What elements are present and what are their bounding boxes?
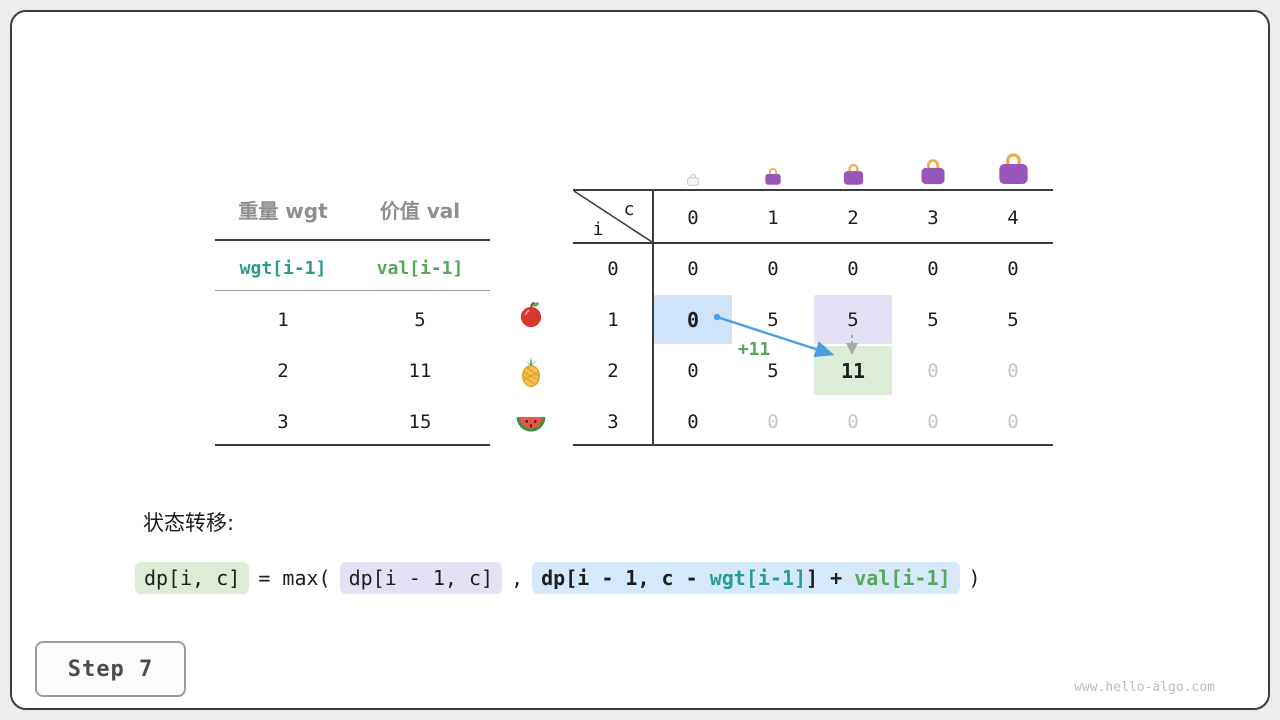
dp-cell: 0: [927, 360, 939, 382]
dp-cell: 0: [1007, 258, 1019, 280]
dp-cell: 5: [847, 309, 859, 331]
formula-option-take-val: val[i-1]: [854, 566, 951, 590]
formula-option-skip: dp[i - 1, c]: [339, 562, 503, 594]
dp-cell: 0: [927, 258, 939, 280]
dp-table-bottom-border: [573, 444, 1053, 446]
dp-row-header: 2: [607, 360, 619, 382]
watermelon-icon: [516, 417, 546, 432]
pineapple-icon-slot: [514, 355, 548, 388]
formula-equals: = max(: [258, 566, 331, 590]
bag-icon: [998, 153, 1028, 185]
item-table-wgt-formula: wgt[i-1]: [239, 258, 327, 279]
dp-arrow-annotation: +11: [737, 339, 771, 360]
dp-bag-column-1: [733, 128, 813, 186]
formula-current-cell: dp[i, c]: [135, 562, 250, 594]
transition-formula: dp[i, c] = max( dp[i - 1, c] , dp[i - 1,…: [135, 562, 981, 594]
dp-cell: 0: [687, 360, 699, 382]
apple-icon: [520, 301, 542, 327]
apple-icon-slot: [514, 297, 548, 330]
dp-cell: 11: [840, 359, 866, 383]
dp-col-header: 0: [687, 207, 699, 229]
dp-col-header: 3: [927, 207, 939, 229]
dp-cell: 0: [686, 308, 700, 332]
dp-table-header-border: [573, 242, 1053, 244]
bag-icon: [921, 159, 945, 185]
dp-col-header: 1: [767, 207, 779, 229]
dp-corner-col-label: c: [623, 199, 635, 220]
item-table-val-formula: val[i-1]: [376, 258, 464, 279]
dp-bag-column-2: [813, 128, 893, 186]
item-table-header-wgt: 重量 wgt: [238, 199, 328, 223]
dp-bag-column-4: [973, 128, 1053, 186]
dp-cell: 0: [767, 258, 779, 280]
item-val-value: 5: [414, 309, 426, 331]
item-table-mid-divider: [215, 290, 490, 291]
step-indicator: Step 7: [35, 641, 186, 697]
dp-col-header: 4: [1007, 207, 1019, 229]
bag-icon: [765, 168, 781, 185]
item-table-top-divider: [215, 239, 490, 241]
dp-cell: 5: [767, 309, 779, 331]
formula-option-take-mid: ] +: [806, 566, 855, 590]
dp-row-header: 1: [607, 309, 619, 331]
dp-bag-column-0: [653, 128, 733, 186]
dp-table-vertical-border: [652, 189, 654, 446]
dp-cell: 0: [927, 411, 939, 433]
dp-cell: 5: [927, 309, 939, 331]
dp-cell: 0: [767, 411, 779, 433]
dp-row-header: 3: [607, 411, 619, 433]
dp-cell: 0: [847, 258, 859, 280]
dp-row-header: 0: [607, 258, 619, 280]
watermelon-icon-slot: [514, 406, 548, 439]
item-table-header-val: 价值 val: [379, 199, 461, 223]
dp-col-header: 2: [847, 207, 859, 229]
dp-cell: 0: [1007, 360, 1019, 382]
dp-cell: 0: [847, 411, 859, 433]
formula-option-take: dp[i - 1, c - wgt[i-1]] + val[i-1]: [532, 562, 960, 594]
item-wgt-value: 3: [277, 411, 289, 433]
dp-cell: 0: [1007, 411, 1019, 433]
formula-option-take-wgt: wgt[i-1]: [709, 566, 807, 590]
item-val-value: 11: [408, 360, 432, 382]
transition-label: 状态转移:: [143, 511, 235, 535]
bag-icon: [843, 163, 863, 185]
item-wgt-value: 1: [277, 309, 289, 331]
item-wgt-value: 2: [277, 360, 289, 382]
dp-bag-column-3: [893, 128, 973, 186]
dp-table-top-border: [573, 189, 1053, 191]
formula-close-paren: ): [968, 566, 981, 590]
pineapple-icon: [522, 356, 540, 388]
watermark: www.hello-algo.com: [1074, 680, 1215, 695]
dp-cell: 5: [1007, 309, 1019, 331]
formula-option-take-prefix: dp[i - 1, c -: [541, 566, 710, 590]
dp-cell: 5: [767, 360, 779, 382]
dp-cell: 0: [687, 258, 699, 280]
dp-cell: 0: [687, 411, 699, 433]
bag-icon: [687, 173, 699, 186]
item-table-bottom-divider: [215, 444, 490, 446]
item-val-value: 15: [408, 411, 432, 433]
dp-corner-row-label: i: [592, 219, 604, 240]
formula-comma: ,: [511, 566, 524, 590]
